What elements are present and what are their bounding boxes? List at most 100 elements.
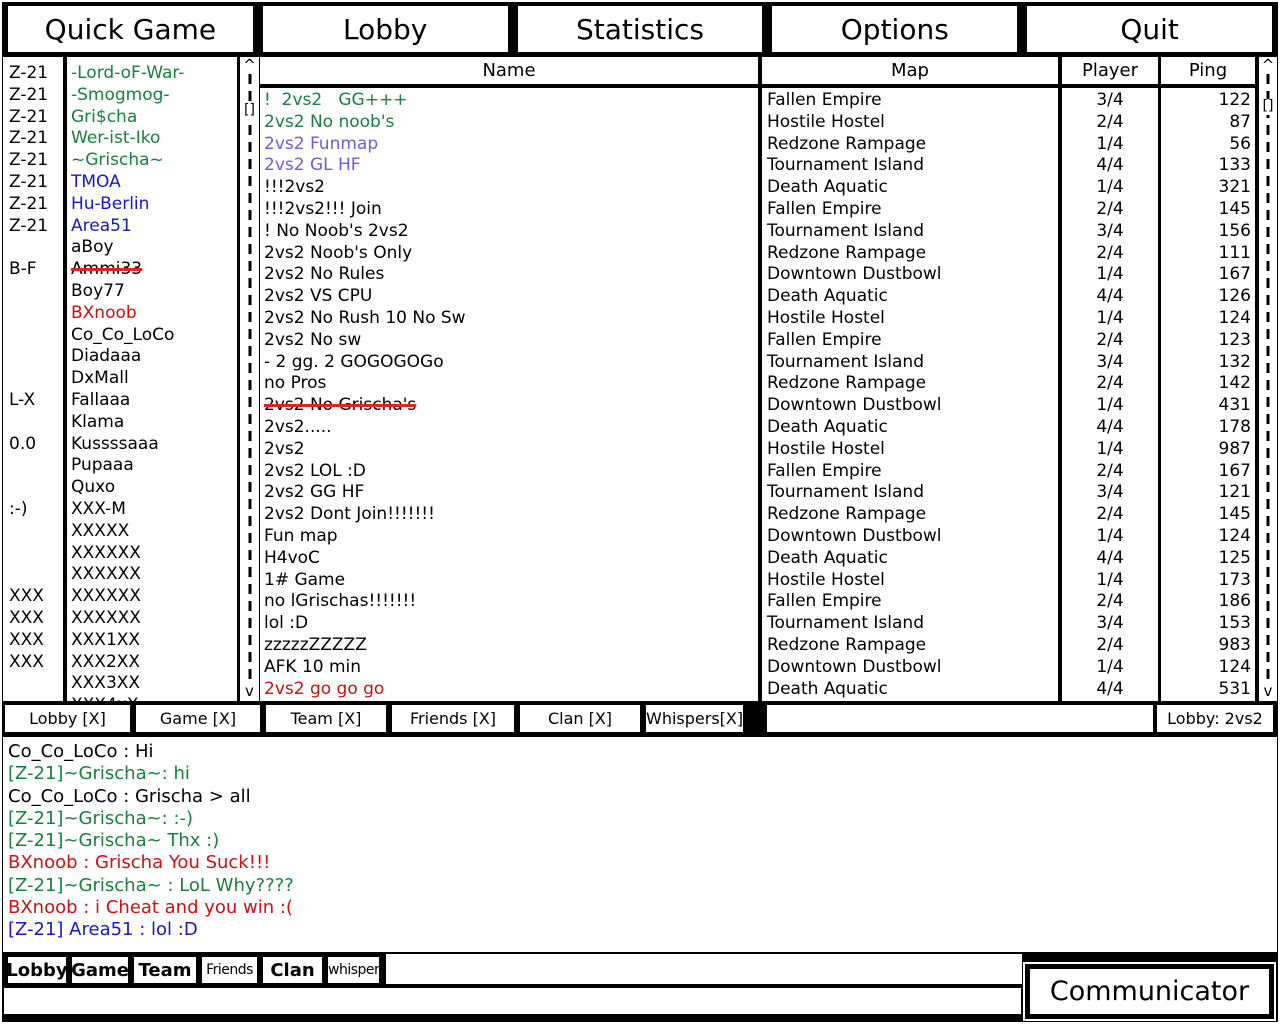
game-map[interactable]: Fallen Empire: [767, 591, 882, 612]
game-name[interactable]: 1# Game: [264, 569, 346, 590]
column-header-ping[interactable]: Ping: [1161, 57, 1255, 88]
game-ping[interactable]: 125: [1218, 547, 1251, 568]
game-map[interactable]: Downtown Dustbowl: [767, 395, 942, 416]
game-name[interactable]: AFK 10 min: [264, 656, 362, 677]
game-name[interactable]: 2vs2 VS CPU: [264, 286, 373, 307]
game-map[interactable]: Fallen Empire: [767, 460, 882, 481]
scroll-down-icon[interactable]: v: [1259, 684, 1277, 699]
game-map[interactable]: Hostile Hostel: [767, 438, 885, 459]
game-map[interactable]: Redzone Rampage: [767, 242, 927, 263]
scroll-thumb[interactable]: []: [240, 103, 259, 119]
game-name[interactable]: lol :D: [264, 613, 309, 634]
game-player-count[interactable]: 1/4: [1096, 569, 1124, 590]
game-map[interactable]: Death Aquatic: [767, 286, 888, 307]
game-ping[interactable]: 121: [1218, 482, 1251, 503]
channel-button[interactable]: Friends: [202, 957, 257, 983]
game-ping[interactable]: 145: [1218, 198, 1251, 219]
player-name[interactable]: XXXXXX: [71, 564, 141, 585]
game-ping[interactable]: 531: [1218, 678, 1251, 699]
channel-button[interactable]: Lobby: [6, 957, 68, 983]
game-ping[interactable]: 178: [1218, 416, 1251, 437]
chat-input[interactable]: [4, 988, 1021, 1014]
game-ping[interactable]: 145: [1218, 504, 1251, 525]
game-map[interactable]: Tournament Island: [767, 351, 924, 372]
game-name[interactable]: 2vs2 No Rules: [264, 264, 385, 285]
channel-button[interactable]: Team: [134, 957, 196, 983]
game-player-count[interactable]: 2/4: [1096, 504, 1124, 525]
player-name[interactable]: Pupaaa: [71, 455, 134, 476]
chat-tab[interactable]: Game [X]: [136, 705, 260, 732]
game-player-count[interactable]: 2/4: [1096, 242, 1124, 263]
player-list-scrollbar[interactable]: ^ [] v: [240, 57, 259, 701]
scroll-down-icon[interactable]: v: [240, 684, 259, 699]
player-name[interactable]: -Lord-oF-War-: [71, 63, 185, 83]
game-ping[interactable]: 987: [1218, 438, 1251, 459]
nav-button[interactable]: Options: [772, 6, 1018, 52]
game-name[interactable]: ! No Noob's 2vs2: [264, 220, 409, 241]
game-map[interactable]: Downtown Dustbowl: [767, 264, 942, 285]
player-name[interactable]: Fallaaa: [71, 389, 131, 410]
game-name[interactable]: Fun map: [264, 525, 338, 546]
game-ping[interactable]: 167: [1218, 264, 1251, 285]
game-ping[interactable]: 321: [1218, 177, 1251, 198]
game-ping[interactable]: 124: [1218, 525, 1251, 546]
channel-button[interactable]: Clan: [263, 957, 322, 983]
game-ping[interactable]: 142: [1218, 373, 1251, 394]
nav-button[interactable]: Quit: [1027, 6, 1272, 52]
game-ping[interactable]: 173: [1218, 569, 1251, 590]
game-ping[interactable]: 126: [1218, 286, 1251, 307]
scroll-up-icon[interactable]: ^: [1259, 58, 1277, 73]
game-map[interactable]: Hostile Hostel: [767, 307, 885, 328]
player-name[interactable]: Boy77: [71, 280, 125, 301]
game-name[interactable]: 2vs2 Funmap: [264, 133, 379, 154]
player-name[interactable]: BXnoob: [71, 302, 137, 323]
nav-button[interactable]: Statistics: [517, 6, 763, 52]
game-player-count[interactable]: 1/4: [1096, 395, 1124, 416]
game-player-count[interactable]: 3/4: [1096, 482, 1124, 503]
game-ping[interactable]: 186: [1218, 591, 1251, 612]
game-name[interactable]: 2vs2 GL HF: [264, 155, 361, 176]
player-name[interactable]: Hu-Berlin: [71, 193, 150, 214]
game-map[interactable]: Death Aquatic: [767, 547, 888, 568]
channel-button[interactable]: whisper: [328, 957, 380, 983]
game-player-count[interactable]: 2/4: [1096, 460, 1124, 481]
game-name[interactable]: 2vs2 No noob's: [264, 111, 395, 132]
game-map[interactable]: Hostile Hostel: [767, 569, 885, 590]
game-name[interactable]: 2vs2: [264, 438, 305, 459]
player-name[interactable]: Diadaaa: [71, 346, 142, 367]
channel-button[interactable]: Game: [71, 957, 129, 983]
game-player-count[interactable]: 3/4: [1096, 90, 1124, 110]
scroll-thumb[interactable]: []: [1259, 99, 1277, 115]
game-player-count[interactable]: 4/4: [1096, 678, 1124, 699]
player-name[interactable]: XXX3XX: [71, 673, 141, 694]
game-name[interactable]: 2vs2 No Rush 10 No Sw: [264, 307, 466, 328]
game-player-count[interactable]: 4/4: [1096, 547, 1124, 568]
game-player-count[interactable]: 2/4: [1096, 329, 1124, 350]
player-name[interactable]: Co_Co_LoCo: [71, 324, 175, 345]
game-ping[interactable]: 132: [1218, 351, 1251, 372]
player-name[interactable]: XXX-M: [71, 498, 126, 519]
game-ping[interactable]: 124: [1218, 656, 1251, 677]
game-map[interactable]: Downtown Dustbowl: [767, 656, 942, 677]
game-player-count[interactable]: 1/4: [1096, 438, 1124, 459]
player-name[interactable]: XXXXXX: [71, 542, 141, 563]
game-ping[interactable]: 167: [1218, 460, 1251, 481]
game-map[interactable]: Fallen Empire: [767, 198, 882, 219]
player-name[interactable]: XXX1XX: [71, 629, 141, 650]
game-player-count[interactable]: 2/4: [1096, 634, 1124, 655]
game-name[interactable]: 2vs2.....: [264, 416, 332, 437]
column-header-name[interactable]: Name: [260, 57, 758, 88]
game-map[interactable]: Tournament Island: [767, 220, 924, 241]
game-player-count[interactable]: 1/4: [1096, 525, 1124, 546]
player-name[interactable]: Wer-ist-Iko: [71, 128, 161, 149]
player-name[interactable]: Ammi33: [71, 259, 143, 280]
game-player-count[interactable]: 2/4: [1096, 373, 1124, 394]
game-map[interactable]: Downtown Dustbowl: [767, 525, 942, 546]
nav-button[interactable]: Lobby: [262, 6, 508, 52]
game-ping[interactable]: 431: [1218, 395, 1251, 416]
game-name[interactable]: no Pros: [264, 373, 327, 394]
game-map[interactable]: Death Aquatic: [767, 678, 888, 699]
game-name[interactable]: 2vs2 LOL :D: [264, 460, 366, 481]
game-map[interactable]: Redzone Rampage: [767, 634, 927, 655]
game-player-count[interactable]: 2/4: [1096, 198, 1124, 219]
